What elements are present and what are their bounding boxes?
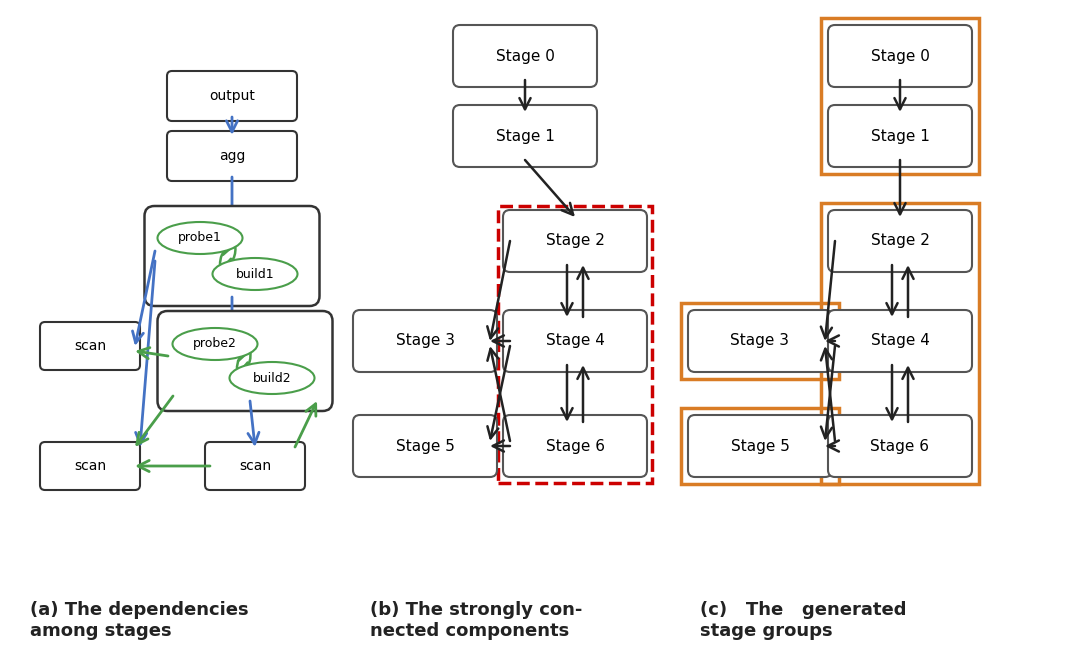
Text: probe2: probe2 [193,337,237,350]
Bar [498,205,652,483]
Text: agg: agg [219,149,245,163]
Text: Stage 3: Stage 3 [730,333,789,348]
Text: Stage 3: Stage 3 [395,333,455,348]
Bar [821,18,978,174]
FancyBboxPatch shape [828,25,972,87]
Text: Stage 2: Stage 2 [545,234,605,249]
FancyBboxPatch shape [158,311,333,411]
FancyBboxPatch shape [205,442,305,490]
Text: Stage 1: Stage 1 [870,129,930,144]
FancyBboxPatch shape [828,310,972,372]
Text: (c)   The   generated
stage groups: (c) The generated stage groups [700,601,906,640]
Text: Stage 4: Stage 4 [870,333,930,348]
Text: build1: build1 [235,268,274,281]
FancyBboxPatch shape [828,415,972,477]
Text: (b) The strongly con-
nected components: (b) The strongly con- nected components [370,601,582,640]
Text: probe1: probe1 [178,232,221,245]
Text: output: output [210,89,255,103]
Ellipse shape [158,222,243,254]
FancyBboxPatch shape [453,25,597,87]
Text: Stage 5: Stage 5 [730,438,789,453]
FancyBboxPatch shape [503,310,647,372]
Text: Stage 5: Stage 5 [395,438,455,453]
FancyBboxPatch shape [688,415,832,477]
FancyBboxPatch shape [688,310,832,372]
Ellipse shape [173,328,257,360]
Text: Stage 0: Stage 0 [496,49,554,64]
Bar [681,408,839,484]
FancyBboxPatch shape [353,310,497,372]
FancyBboxPatch shape [40,442,140,490]
Ellipse shape [229,362,314,394]
Text: Stage 0: Stage 0 [870,49,930,64]
FancyBboxPatch shape [145,206,320,306]
Text: Stage 4: Stage 4 [545,333,605,348]
Ellipse shape [213,258,297,290]
Text: scan: scan [239,459,271,473]
Text: Stage 6: Stage 6 [870,438,930,453]
FancyBboxPatch shape [503,415,647,477]
Text: scan: scan [73,339,106,353]
Text: (a) The dependencies
among stages: (a) The dependencies among stages [30,601,248,640]
Text: build2: build2 [253,371,292,384]
FancyBboxPatch shape [353,415,497,477]
Text: Stage 6: Stage 6 [545,438,605,453]
FancyBboxPatch shape [167,131,297,181]
FancyBboxPatch shape [453,105,597,167]
Bar [681,303,839,379]
FancyBboxPatch shape [40,322,140,370]
Text: Stage 1: Stage 1 [496,129,554,144]
Text: Stage 2: Stage 2 [870,234,930,249]
FancyBboxPatch shape [828,105,972,167]
FancyBboxPatch shape [167,71,297,121]
FancyBboxPatch shape [503,210,647,272]
FancyBboxPatch shape [828,210,972,272]
Bar [821,203,978,484]
Text: scan: scan [73,459,106,473]
